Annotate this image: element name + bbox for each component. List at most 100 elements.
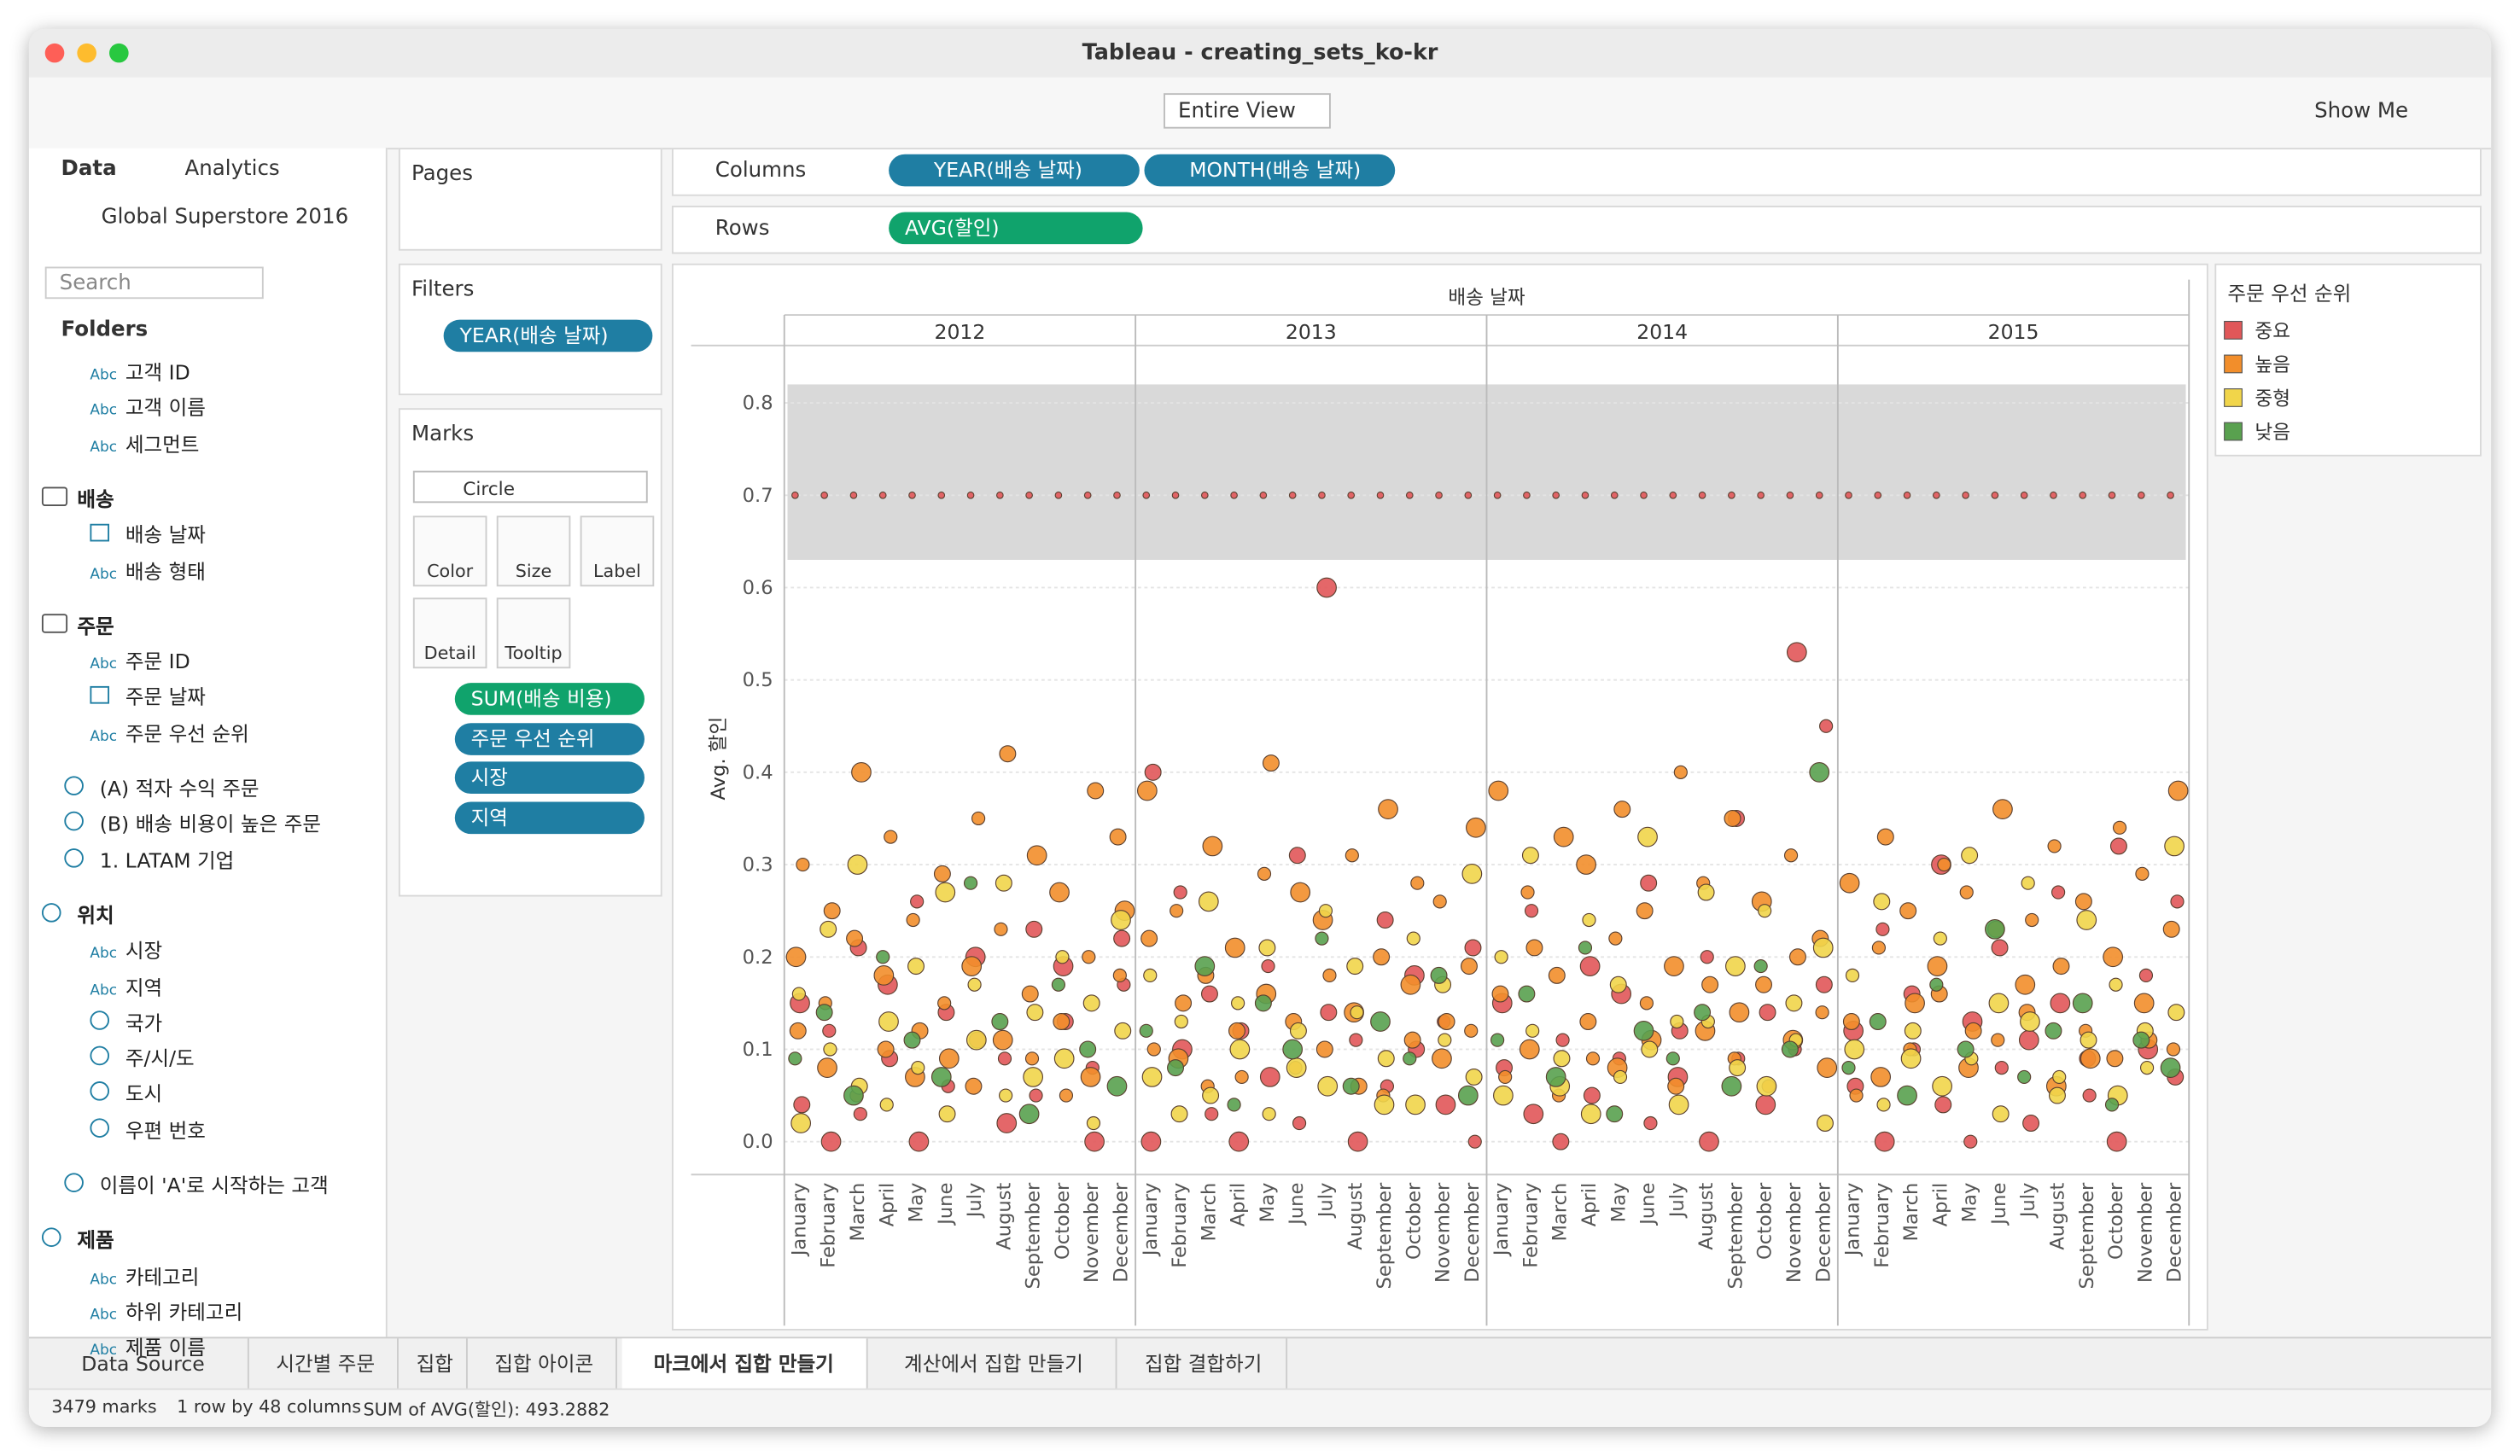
data-point bbox=[2050, 491, 2057, 499]
x-tick-label: July bbox=[1315, 1183, 1337, 1220]
field-item[interactable]: Abc 하위 카테고리 bbox=[90, 1295, 242, 1325]
field-item[interactable]: Abc 고객 이름 bbox=[90, 391, 206, 422]
field-item[interactable]: 주/시/도 bbox=[90, 1041, 195, 1072]
field-item[interactable]: 주문 bbox=[41, 609, 114, 639]
data-point bbox=[2018, 1029, 2039, 1051]
field-item[interactable]: Abc 세그먼트 bbox=[90, 427, 199, 457]
data-point bbox=[1637, 826, 1658, 847]
field-item[interactable]: Abc 배송 형태 bbox=[90, 554, 206, 585]
filter-pill[interactable]: YEAR(배송 날짜) bbox=[443, 319, 653, 352]
data-point bbox=[1259, 1067, 1280, 1087]
data-point bbox=[2072, 993, 2093, 1014]
search-box[interactable]: Search bbox=[44, 266, 264, 300]
field-item[interactable]: 위치 bbox=[41, 898, 114, 929]
data-point bbox=[1053, 1048, 1075, 1069]
field-item[interactable]: 1. LATAM 기업 bbox=[64, 843, 234, 874]
field-item[interactable]: (B) 배송 비용이 높은 주문 bbox=[64, 807, 321, 838]
data-point bbox=[1378, 799, 1398, 820]
marks-pill[interactable]: SUM(배송 비용) bbox=[454, 683, 645, 715]
field-item[interactable]: Abc 시장 bbox=[90, 934, 162, 964]
mark-button[interactable]: Label bbox=[580, 515, 655, 587]
data-point bbox=[1817, 1057, 1838, 1078]
mark-button[interactable]: Color bbox=[412, 515, 487, 587]
data-point bbox=[1143, 968, 1158, 983]
data-point bbox=[851, 762, 872, 783]
marks-pill[interactable]: 시장 bbox=[454, 761, 645, 795]
field-item[interactable]: Abc 주문 우선 순위 bbox=[90, 716, 248, 747]
data-point bbox=[1613, 1069, 1628, 1085]
marks-pill[interactable]: 주문 우선 순위 bbox=[454, 722, 645, 754]
field-item[interactable]: 배송 bbox=[41, 482, 114, 513]
data-point bbox=[1174, 1014, 1188, 1029]
datasource-name[interactable]: Global Superstore 2016 bbox=[101, 205, 349, 230]
data-point bbox=[1200, 491, 1209, 499]
sheet-tab[interactable]: Data Source bbox=[38, 1338, 249, 1389]
field-item[interactable]: 도시 bbox=[90, 1077, 162, 1108]
row-pill[interactable]: AVG(할인) bbox=[889, 212, 1143, 245]
field-item[interactable]: 배송 날짜 bbox=[90, 518, 206, 549]
sheet-tab[interactable]: 계산에서 집합 만들기 bbox=[872, 1338, 1117, 1389]
field-item[interactable]: 우편 번호 bbox=[90, 1113, 206, 1144]
close-button[interactable] bbox=[44, 43, 65, 63]
data-point bbox=[817, 1057, 837, 1078]
mark-type[interactable]: Circle bbox=[412, 470, 648, 504]
data-point bbox=[906, 912, 920, 928]
x-tick-label: April bbox=[876, 1183, 898, 1227]
field-item[interactable]: Abc 제품 이름 bbox=[90, 1331, 206, 1361]
field-item[interactable]: 국가 bbox=[90, 1005, 162, 1036]
column-pill[interactable]: YEAR(배송 날짜) bbox=[889, 154, 1140, 187]
x-tick-label: January bbox=[788, 1183, 810, 1258]
mark-button[interactable]: Tooltip bbox=[496, 597, 571, 669]
field-icon: Abc bbox=[90, 982, 118, 999]
field-label: 주/시/도 bbox=[125, 1045, 195, 1071]
minimize-button[interactable] bbox=[77, 43, 96, 63]
sheet-tabs bbox=[28, 1337, 2492, 1390]
data-point bbox=[1140, 1131, 1162, 1152]
field-label: 고객 이름 bbox=[125, 395, 206, 420]
mark-button[interactable]: Detail bbox=[412, 597, 487, 669]
data-point bbox=[2080, 1048, 2101, 1069]
sheet-tab[interactable]: 집합 아이콘 bbox=[473, 1338, 617, 1389]
field-icon bbox=[90, 1010, 125, 1034]
field-item[interactable]: 이름이 'A'로 시작하는 고객 bbox=[64, 1168, 329, 1199]
mark-button[interactable]: Size bbox=[496, 515, 571, 587]
data-point bbox=[1933, 931, 1947, 946]
sheet-tab[interactable]: 마크에서 집합 만들기 bbox=[621, 1338, 867, 1389]
sheet-tab[interactable]: 집합 결합하기 bbox=[1122, 1338, 1287, 1389]
field-item[interactable]: Abc 주문 ID bbox=[90, 644, 190, 675]
x-tick-label: January bbox=[1140, 1183, 1162, 1258]
data-point bbox=[1080, 1067, 1101, 1087]
sheet-tab[interactable]: 집합 bbox=[404, 1338, 468, 1389]
data-point bbox=[1815, 1005, 1829, 1020]
data-point bbox=[1555, 1033, 1570, 1047]
data-point bbox=[1640, 874, 1658, 892]
data-point bbox=[1819, 719, 1834, 733]
field-item[interactable]: Abc 고객 ID bbox=[90, 355, 190, 386]
field-item[interactable]: (A) 적자 수익 주문 bbox=[64, 772, 260, 802]
data-point bbox=[1254, 994, 1272, 1012]
legend-swatch bbox=[2224, 354, 2243, 374]
data-point bbox=[1374, 1094, 1395, 1115]
marks-pill[interactable]: 지역 bbox=[454, 801, 645, 834]
field-label: 세그먼트 bbox=[125, 431, 200, 456]
zoom-button[interactable] bbox=[109, 43, 129, 63]
show-me-button[interactable]: Show Me bbox=[2314, 99, 2409, 124]
field-item[interactable]: 제품 bbox=[41, 1223, 114, 1254]
field-label: 우편 번호 bbox=[125, 1117, 206, 1143]
analytics-tab[interactable]: Analytics bbox=[184, 157, 280, 182]
field-item[interactable]: 주문 날짜 bbox=[90, 680, 206, 711]
data-tab[interactable]: Data bbox=[61, 157, 117, 182]
sheet-tab[interactable]: 시간별 주문 bbox=[254, 1338, 399, 1389]
data-point bbox=[1729, 1059, 1747, 1077]
field-item[interactable]: Abc 카테고리 bbox=[90, 1259, 199, 1290]
field-item[interactable]: Abc 지역 bbox=[90, 970, 162, 1000]
view-dropdown[interactable]: Entire View bbox=[1164, 93, 1331, 129]
data-point bbox=[2170, 894, 2185, 909]
data-point bbox=[1464, 491, 1473, 499]
data-point bbox=[820, 920, 837, 938]
data-point bbox=[1347, 1131, 1368, 1152]
column-pill[interactable]: MONTH(배송 날짜) bbox=[1144, 154, 1396, 187]
x-tick-label: May bbox=[906, 1183, 928, 1223]
y-tick-label: 0.3 bbox=[743, 854, 773, 877]
